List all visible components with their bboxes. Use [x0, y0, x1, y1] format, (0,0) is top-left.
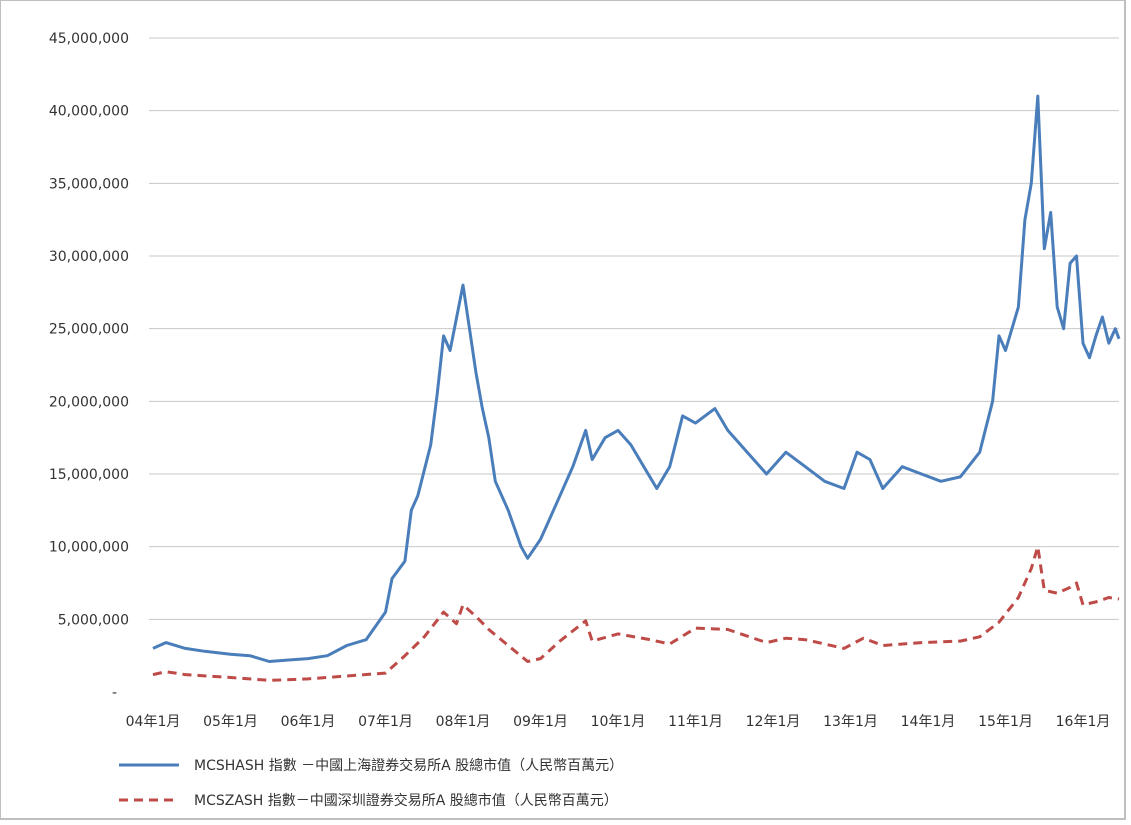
- x-tick-label: 05年1月: [203, 714, 258, 730]
- x-tick-label: 15年1月: [978, 714, 1033, 730]
- y-tick-label: 35,000,000: [49, 176, 129, 192]
- x-tick-label: 12年1月: [746, 714, 801, 730]
- y-tick-label: 40,000,000: [49, 104, 129, 120]
- y-tick-label: 15,000,000: [49, 467, 129, 483]
- y-tick-label: 30,000,000: [49, 249, 129, 265]
- legend: MCSHASH 指數 －中國上海證券交易所A 股總市值（人民幣百萬元） MCSZ…: [119, 757, 623, 809]
- y-tick-label: 10,000,000: [49, 540, 129, 556]
- x-tick-label: 04年1月: [126, 714, 181, 730]
- series-lines: [152, 94, 1121, 682]
- x-tick-label: 06年1月: [281, 714, 336, 730]
- y-tick-label: -: [112, 685, 117, 701]
- gridlines: [149, 37, 1119, 620]
- series-line-1: [152, 94, 1121, 663]
- legend-label-series-1: MCSHASH 指數 －中國上海證券交易所A 股總市值（人民幣百萬元）: [194, 757, 623, 774]
- x-tick-label: 16年1月: [1056, 714, 1111, 730]
- x-tick-label: 08年1月: [436, 714, 491, 730]
- x-tick-label: 09年1月: [513, 714, 568, 730]
- x-tick-label: 07年1月: [358, 714, 413, 730]
- legend-label-series-2: MCSZASH 指數－中國深圳證券交易所A 股總市值（人民幣百萬元）: [194, 792, 618, 809]
- y-tick-label: 5,000,000: [58, 612, 129, 628]
- x-tick-label: 13年1月: [823, 714, 878, 730]
- x-tick-label: 10年1月: [591, 714, 646, 730]
- y-tick-label: 20,000,000: [49, 394, 129, 410]
- y-axis-ticks: - 5,000,000 10,000,000 15,000,000 20,000,000…: [49, 31, 129, 701]
- y-tick-label: 45,000,000: [49, 31, 129, 47]
- y-tick-label: 25,000,000: [49, 322, 129, 338]
- x-tick-label: 14年1月: [901, 714, 956, 730]
- series-line-2: [152, 545, 1120, 682]
- x-tick-label: 11年1月: [668, 714, 723, 730]
- x-axis-ticks: 04年1月 05年1月 06年1月 07年1月 08年1月 09年1月 10年1月 11年1月…: [126, 714, 1111, 730]
